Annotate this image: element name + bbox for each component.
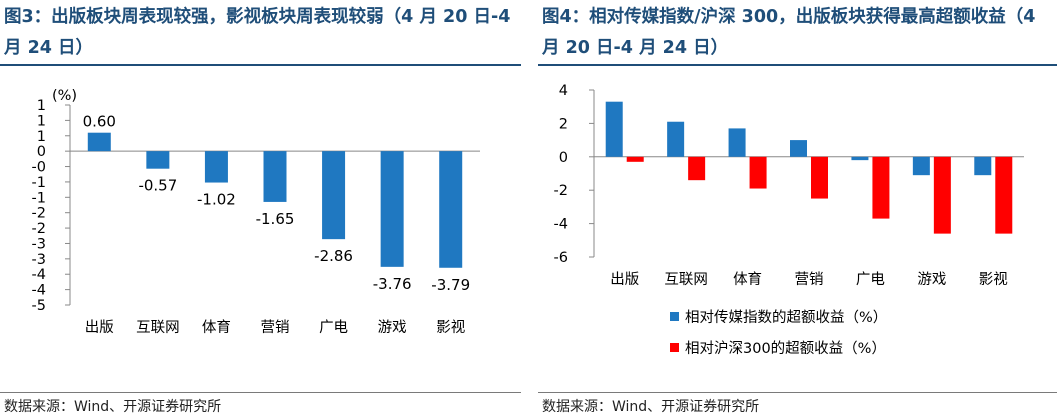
right-title-rule [538, 64, 1057, 66]
left-source-note: 数据来源：Wind、开源证券研究所 [4, 399, 222, 415]
y-tick-label: -4 [32, 283, 46, 299]
x-category-label: 影视 [436, 319, 465, 336]
y-tick-label: 0 [37, 144, 46, 160]
legend-swatch-blue [670, 312, 679, 321]
bar-series-2-影视 [995, 156, 1013, 234]
legend-swatch-red [670, 343, 679, 352]
x-category-label: 体育 [202, 319, 231, 336]
bar-series-2-游戏 [933, 156, 951, 234]
x-category-label: 出版 [610, 271, 639, 288]
x-category-label: 互联网 [664, 271, 708, 288]
bar-series-1-影视 [974, 156, 992, 176]
y-tick-label: -2 [554, 183, 568, 199]
right-figure-panel: 图4：相对传媒指数/沪深 300，出版板块获得最高超额收益（4 月 20 日-4… [538, 0, 1057, 419]
x-category-label: 互联网 [136, 319, 180, 336]
bar-series-2-出版 [626, 156, 644, 162]
legend-label-series-2: 相对沪深300的超额收益（%） [685, 341, 886, 357]
right-footer-rule [538, 392, 1057, 393]
left-footer-rule [0, 392, 521, 393]
bar-互联网 [146, 151, 170, 169]
bar-出版 [87, 132, 111, 152]
bar-series-2-营销 [811, 156, 828, 199]
bar-series-1-互联网 [667, 121, 685, 157]
y-tick-label: -0 [32, 160, 46, 176]
bar-series-1-体育 [728, 128, 746, 157]
y-tick-label: 1 [37, 129, 46, 145]
x-category-label: 广电 [856, 271, 885, 288]
y-tick-label: -1 [32, 175, 46, 191]
x-category-label: 营销 [795, 271, 824, 288]
y-tick-label: -3 [32, 236, 46, 252]
y-tick-label: -4 [554, 217, 568, 233]
bar-营销 [263, 151, 287, 202]
x-category-label: 广电 [319, 319, 348, 336]
bar-series-2-互联网 [688, 156, 706, 181]
y-tick-label: 4 [559, 83, 568, 99]
left-figure-panel: 图3：出版板块周表现较强，影视板块周表现较弱（4 月 20 日-4 月 24 日… [0, 0, 521, 419]
data-label: -1.02 [197, 191, 236, 209]
right-bar-chart: -6 -4 -2 0 2 4 出版 互联网 体育 营销 广电 游戏 影视 [554, 83, 1024, 288]
y-tick-label: 2 [559, 116, 568, 132]
left-figure-title: 图3：出版板块周表现较强，影视板块周表现较弱（4 月 20 日-4 月 24 日… [4, 7, 511, 58]
legend-label-series-1: 相对传媒指数的超额收益（%） [685, 310, 888, 326]
data-label: -3.79 [431, 276, 470, 294]
y-tick-label: 1 [37, 113, 46, 129]
x-category-label: 游戏 [378, 319, 407, 336]
right-source-note: 数据来源：Wind、开源证券研究所 [542, 399, 760, 415]
y-tick-label: -1 [32, 190, 46, 206]
bar-series-1-游戏 [912, 156, 930, 176]
data-label: -0.57 [138, 177, 177, 195]
right-figure-title: 图4：相对传媒指数/沪深 300，出版板块获得最高超额收益（4 月 20 日-4… [542, 7, 1036, 58]
x-category-label: 游戏 [917, 271, 946, 288]
x-category-label: 影视 [979, 271, 1008, 288]
left-bar-chart: (%)-5-4-4-3-3-2-2-1-1-001110.60出版-0.57互联… [32, 88, 480, 336]
bar-影视 [439, 151, 463, 268]
bar-series-1-出版 [605, 101, 623, 157]
legend-item-series-2: 相对沪深300的超额收益（%） [670, 337, 886, 358]
bar-series-1-广电 [851, 156, 869, 161]
left-title-rule [0, 64, 521, 66]
y-unit-label: (%) [52, 88, 77, 104]
data-label: -1.65 [256, 210, 295, 228]
bar-series-2-广电 [872, 156, 890, 219]
x-category-label: 营销 [261, 319, 290, 336]
legend-item-series-1: 相对传媒指数的超额收益（%） [670, 306, 887, 327]
data-label: -3.76 [373, 275, 412, 293]
bar-series-1-营销 [790, 140, 807, 157]
x-category-label: 体育 [733, 271, 762, 288]
y-tick-label: 1 [37, 98, 46, 114]
y-tick-label: -4 [32, 267, 46, 283]
bar-游戏 [380, 151, 404, 267]
y-tick-label: -5 [32, 298, 46, 314]
y-tick-label: -3 [32, 252, 46, 268]
bar-series-2-体育 [749, 156, 767, 189]
bar-体育 [204, 151, 228, 183]
bar-广电 [322, 151, 346, 240]
y-tick-label: 0 [559, 150, 568, 166]
data-label: 0.60 [83, 113, 116, 131]
y-tick-label: -6 [554, 250, 568, 266]
y-tick-label: -2 [32, 206, 46, 222]
data-label: -2.86 [314, 247, 353, 265]
y-tick-label: -2 [32, 221, 46, 237]
x-category-label: 出版 [85, 319, 114, 336]
